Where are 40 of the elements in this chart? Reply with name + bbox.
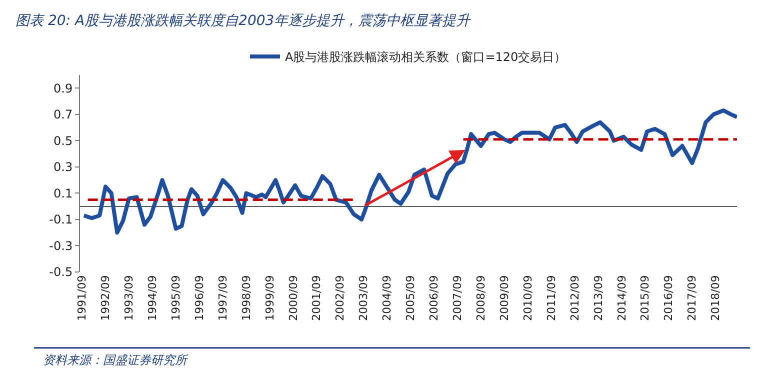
y-tick-label: 0.3: [54, 160, 73, 174]
y-tick-label: 0.5: [54, 134, 73, 148]
line-series: [82, 108, 737, 235]
y-tick-label: 0.7: [54, 108, 73, 122]
x-tick-label: 1994/09: [146, 275, 159, 321]
x-tick-label: 2009/09: [498, 275, 511, 321]
x-tick-label: 2008/09: [474, 275, 488, 321]
legend-label: A股与港股涨跌幅滚动相关系数（窗口=120交易日）: [285, 50, 566, 64]
x-tick-label: 2015/09: [638, 275, 652, 321]
y-tick-label: -0.3: [49, 238, 73, 253]
x-tick-label: 1993/09: [122, 275, 136, 321]
x-tick-label: 2005/09: [404, 275, 418, 321]
x-tick-label: 2002/09: [334, 275, 347, 321]
x-tick-label: 1999/09: [263, 275, 276, 321]
text: 资料来源：国盛证券研究所: [43, 353, 189, 367]
x-tick-label: 2000/09: [286, 275, 300, 321]
x-tick-label: 2014/09: [615, 275, 628, 321]
x-tick-label: 2016/09: [662, 275, 676, 321]
x-tick-label: 2001/09: [310, 275, 324, 321]
x-tick-label: 2004/09: [380, 275, 394, 321]
y-tick-label: -0.5: [49, 265, 73, 280]
x-tick-label: 2007/09: [450, 275, 464, 321]
x-tick-label: 2012/09: [568, 275, 582, 321]
x-tick-label: 2003/09: [357, 275, 370, 321]
x-tick-label: 2013/09: [592, 275, 605, 321]
x-tick-label: 2011/09: [544, 275, 558, 321]
y-tick-label: -0.1: [49, 212, 73, 227]
x-tick-label: 1995/09: [169, 275, 182, 321]
x-tick-label: 1998/09: [240, 275, 253, 321]
chart-title: 图表 20: A股与港股涨跌幅关联度自2003年逐步提升，震荡中枢显著提升: [16, 12, 472, 29]
x-tick-label: 2010/09: [521, 275, 534, 321]
y-tick-label: 0.9: [54, 81, 73, 96]
x-tick-label: 1996/09: [192, 275, 206, 321]
x-tick-label: 2006/09: [428, 275, 441, 321]
x-tick-label: 1997/09: [216, 275, 230, 321]
x-tick-label: 2017/09: [686, 275, 699, 321]
y-tick-label: 0.1: [54, 186, 73, 200]
x-tick-label: 1992/09: [99, 275, 112, 321]
x-tick-label: 1991/09: [76, 275, 89, 321]
x-tick-label: 2018/09: [709, 275, 722, 321]
